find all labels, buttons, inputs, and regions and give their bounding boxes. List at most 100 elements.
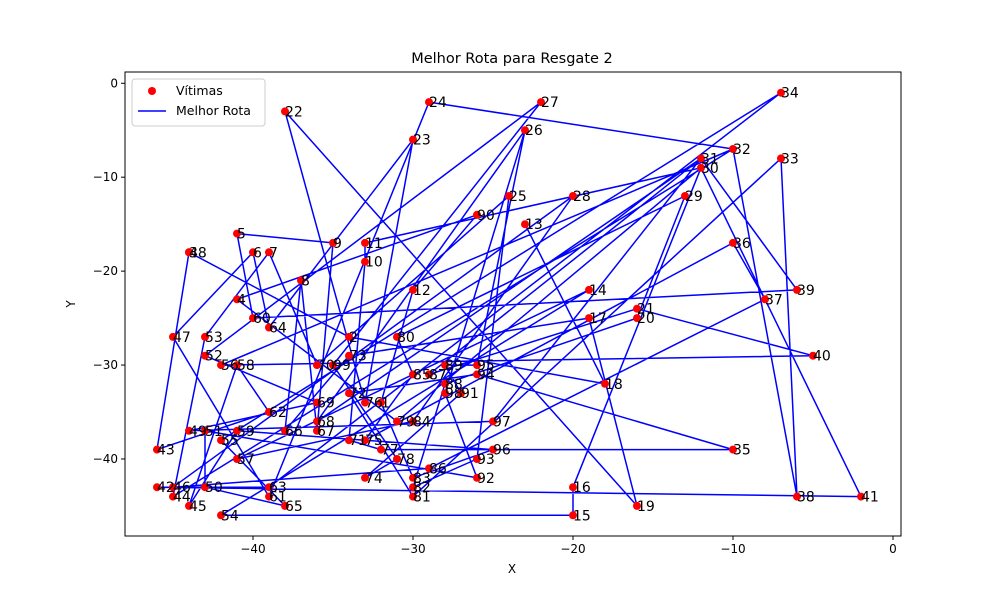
victim-label-70: 70 [317,358,335,374]
y-tick-label: −20 [93,264,118,278]
victim-point-23 [409,135,417,144]
victim-point-36 [729,238,737,247]
victim-point-50 [201,483,209,492]
victim-point-37 [761,295,769,304]
victim-point-75 [361,436,369,445]
victim-label-55: 55 [221,433,239,449]
victim-label-18: 18 [605,377,623,393]
victim-point-80 [393,332,401,341]
route-layer [156,91,862,517]
victim-point-87 [425,370,433,379]
victim-label-73: 73 [349,349,367,365]
victim-label-59: 59 [237,424,255,440]
victim-label-48: 48 [189,245,207,261]
victim-label-90: 90 [477,208,495,224]
victim-point-17 [585,314,593,323]
victim-label-4: 4 [237,292,246,308]
victim-point-13 [521,220,529,229]
victim-label-66: 66 [285,424,303,440]
victim-label-81: 81 [413,490,431,506]
victim-label-29: 29 [685,189,703,205]
victim-label-49: 49 [189,424,207,440]
victim-point-91 [457,389,465,398]
victim-label-40: 40 [813,349,831,365]
victim-point-70 [313,361,321,370]
victim-point-82 [409,483,417,492]
victim-label-58: 58 [237,358,255,374]
victim-point-35 [729,445,737,454]
victim-point-69 [313,398,321,407]
victim-label-3: 3 [189,245,198,261]
victim-label-82: 82 [413,480,431,496]
victim-label-1: 1 [381,396,390,412]
victim-point-14 [585,285,593,294]
victim-point-29 [681,192,689,200]
y-axis-label: Y [64,300,78,309]
x-tick-label: −30 [400,542,425,556]
victim-point-84 [409,417,417,426]
victim-point-4 [233,295,241,304]
victim-label-56: 56 [221,358,239,374]
victim-point-74 [361,473,369,482]
y-tick-label: −30 [93,358,118,372]
victim-point-47 [169,332,177,341]
victim-label-87: 87 [429,367,447,383]
victim-point-57 [233,455,241,463]
victim-label-67: 67 [317,424,335,440]
victim-point-65 [281,501,289,510]
victim-point-45 [185,501,193,510]
victim-label-78: 78 [397,452,415,468]
victim-label-20: 20 [637,311,655,327]
victim-label-83: 83 [413,471,431,487]
victim-point-76 [361,398,369,407]
victim-point-2 [345,332,353,341]
victim-label-46: 46 [173,480,191,496]
victim-point-26 [521,126,529,135]
victim-point-38 [793,492,801,501]
victim-label-43: 43 [157,443,175,459]
victim-label-79: 79 [397,414,415,430]
victim-point-97 [489,417,497,426]
victim-point-12 [409,285,417,294]
victim-label-63: 63 [269,480,287,496]
victim-point-58 [233,361,241,370]
legend: Vítimas Melhor Rota [131,78,266,127]
victim-point-94 [473,370,481,379]
victim-label-91: 91 [461,386,479,402]
victim-label-76: 76 [365,396,383,412]
victim-label-92: 92 [477,471,495,487]
victim-label-21: 21 [637,302,655,318]
victim-label-62: 62 [269,405,287,421]
victim-point-41 [857,492,865,501]
victim-point-33 [777,154,785,163]
victim-point-53 [201,332,209,341]
victim-point-28 [569,192,577,200]
x-axis: −40 −30 −20 −10 0 [240,536,897,556]
victim-point-15 [569,511,577,520]
victim-point-44 [169,492,177,501]
victim-point-48 [185,248,193,257]
victim-point-5 [233,229,241,238]
victim-label-39: 39 [797,283,815,299]
y-tick-label: −40 [93,452,118,466]
victim-label-34: 34 [781,86,799,102]
victim-point-51 [201,426,209,435]
victim-label-41: 41 [861,490,879,506]
victim-label-26: 26 [525,123,543,139]
victim-point-62 [265,408,273,416]
victim-point-25 [505,192,513,200]
victim-point-79 [393,417,401,426]
victim-point-8 [297,276,305,285]
victim-point-18 [601,379,609,388]
victim-label-54: 54 [221,508,239,524]
victim-label-28: 28 [573,189,591,205]
victim-point-56 [217,361,225,370]
victim-label-64: 64 [269,321,287,337]
victim-point-10 [361,257,369,266]
victim-point-59 [233,426,241,435]
victim-label-9: 9 [333,236,342,252]
victim-point-64 [265,323,273,332]
victim-label-5: 5 [237,227,246,243]
victim-point-49 [185,426,193,435]
